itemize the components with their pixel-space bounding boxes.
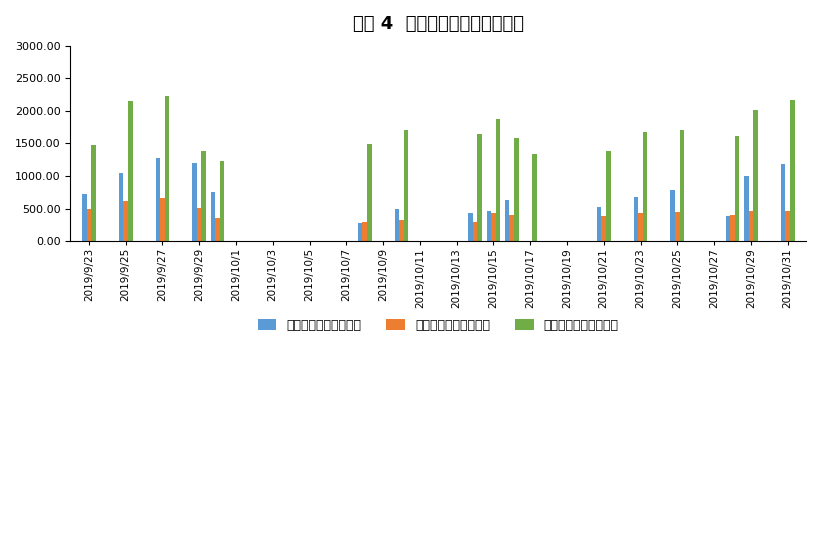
Bar [744,176,749,242]
Bar [730,215,735,242]
Bar [496,119,500,242]
Bar [82,194,86,242]
Bar [726,217,730,242]
Bar [634,197,638,242]
Title: 图表 4  票据市场规模走势情况图: 图表 4 票据市场规模走势情况图 [353,15,524,33]
Bar [781,164,786,242]
Bar [477,134,482,242]
Bar [119,173,123,242]
Bar [358,223,362,242]
Bar [514,138,519,242]
Bar [790,101,795,242]
Bar [680,131,684,242]
Bar [468,213,473,242]
Bar [160,197,165,242]
Bar [505,200,510,242]
Bar [735,137,740,242]
Bar [399,220,404,242]
Bar [753,109,758,242]
Bar [362,222,367,242]
Bar [675,212,680,242]
Bar [643,132,648,242]
Bar [749,211,753,242]
Bar [220,161,224,242]
Bar [671,190,675,242]
Legend: 当日承兑金额（亿元）, 当日贴现金额（亿元）, 当日交易金额（亿元）: 当日承兑金额（亿元）, 当日贴现金额（亿元）, 当日交易金额（亿元） [253,314,624,337]
Bar [395,209,399,242]
Bar [491,213,496,242]
Bar [197,208,201,242]
Bar [487,211,491,242]
Bar [123,201,128,242]
Bar [602,217,606,242]
Bar [606,151,611,242]
Bar [91,145,96,242]
Bar [367,144,372,242]
Bar [201,151,206,242]
Bar [533,154,537,242]
Bar [86,209,91,242]
Bar [510,215,514,242]
Bar [786,211,790,242]
Bar [192,163,197,242]
Bar [215,219,220,242]
Bar [165,96,169,242]
Bar [128,101,132,242]
Bar [638,213,643,242]
Bar [404,131,408,242]
Bar [155,158,160,242]
Bar [597,207,602,242]
Bar [473,222,477,242]
Bar [211,193,215,242]
